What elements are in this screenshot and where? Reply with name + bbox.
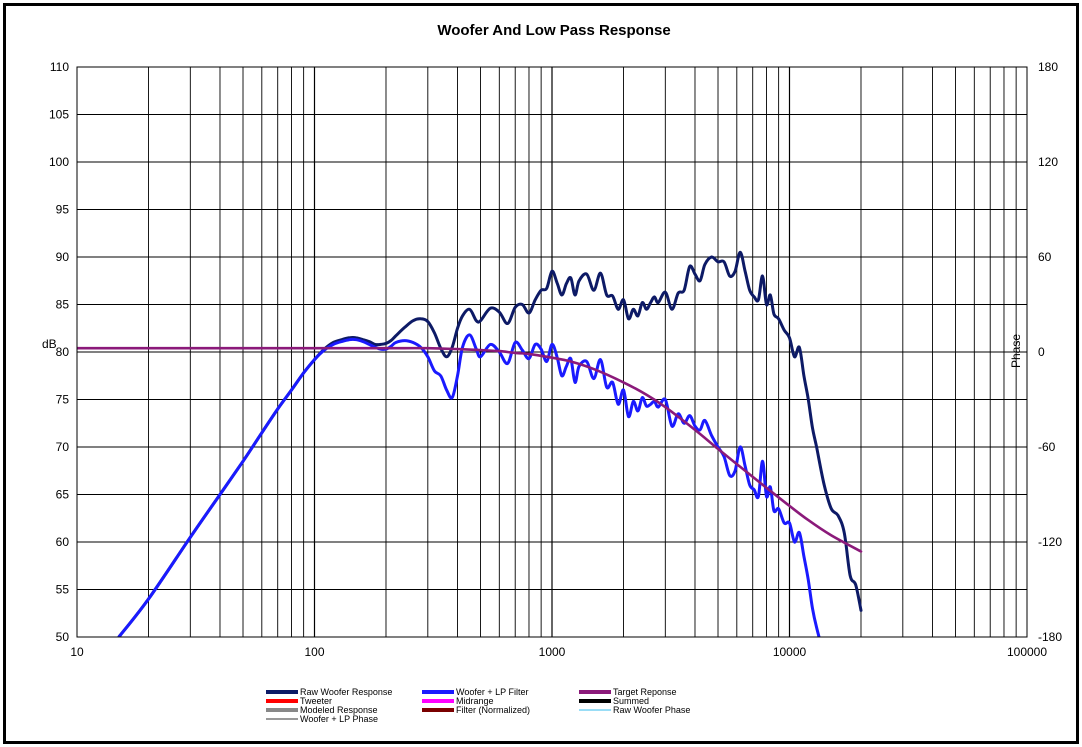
y-axis-label: dB — [42, 337, 57, 351]
legend-label: Raw Woofer Response — [300, 687, 392, 697]
series-lines — [77, 250, 863, 637]
legend-label: Woofer + LP Phase — [300, 714, 378, 724]
chart-title: Woofer And Low Pass Response — [437, 22, 670, 39]
y2-axis-label: Phase — [1009, 334, 1023, 368]
legend-label: Woofer + LP Filter — [456, 687, 528, 697]
grid — [77, 67, 1027, 637]
legend-label: Modeled Response — [300, 705, 378, 715]
y-tick-label: 50 — [56, 630, 70, 644]
y2-tick-label: 120 — [1038, 155, 1058, 169]
y-tick-label: 90 — [56, 250, 70, 264]
y-tick-label: 70 — [56, 440, 70, 454]
y2-tick-label: -180 — [1038, 630, 1062, 644]
legend-label: Filter (Normalized) — [456, 705, 530, 715]
y-tick-label: 80 — [56, 345, 70, 359]
y-tick-label: 85 — [56, 298, 70, 312]
plot-area-border — [76, 66, 1028, 638]
legend: Raw Woofer Response Woofer + LP Filter Tar… — [266, 687, 690, 724]
legend-label: Summed — [613, 696, 649, 706]
y-tick-label: 105 — [49, 108, 69, 122]
y-tick-label: 95 — [56, 203, 70, 217]
y-tick-label: 75 — [56, 393, 70, 407]
legend-label: Target Reponse — [613, 687, 677, 697]
x-tick-label: 100000 — [1007, 645, 1047, 659]
legend-label: Tweeter — [300, 696, 332, 706]
y2-tick-label: 0 — [1038, 345, 1045, 359]
y-tick-label: 100 — [49, 155, 69, 169]
raw-woofer-response-line — [117, 250, 863, 637]
target-response-line — [77, 346, 863, 553]
x-tick-label: 1000 — [539, 645, 566, 659]
frequency-response-chart: Woofer And Low Pass Response 11010510095… — [42, 22, 1062, 724]
y-tick-label: 110 — [50, 60, 69, 74]
woofer-lp-filter-line — [117, 333, 821, 637]
y2-tick-label: 60 — [1038, 250, 1052, 264]
chart-frame: Woofer And Low Pass Response 110 105 100 95… — [3, 3, 1079, 744]
y-tick-label: 60 — [56, 535, 70, 549]
y2-tick-label: -120 — [1038, 535, 1062, 549]
x-tick-label: 10 — [70, 645, 84, 659]
legend-label: Midrange — [456, 696, 494, 706]
tick-labels: 110 105 100 95 90 85 80 75 70 65 60 55 50 180 120 60 0 -6… — [49, 60, 1062, 659]
y-tick-label: 55 — [56, 583, 70, 597]
x-tick-label: 10000 — [773, 645, 807, 659]
y-tick-label: 65 — [56, 488, 70, 502]
y2-tick-label: 180 — [1038, 60, 1058, 74]
x-tick-label: 100 — [304, 645, 324, 659]
legend-label: Raw Woofer Phase — [613, 705, 690, 715]
y2-tick-label: -60 — [1038, 440, 1056, 454]
